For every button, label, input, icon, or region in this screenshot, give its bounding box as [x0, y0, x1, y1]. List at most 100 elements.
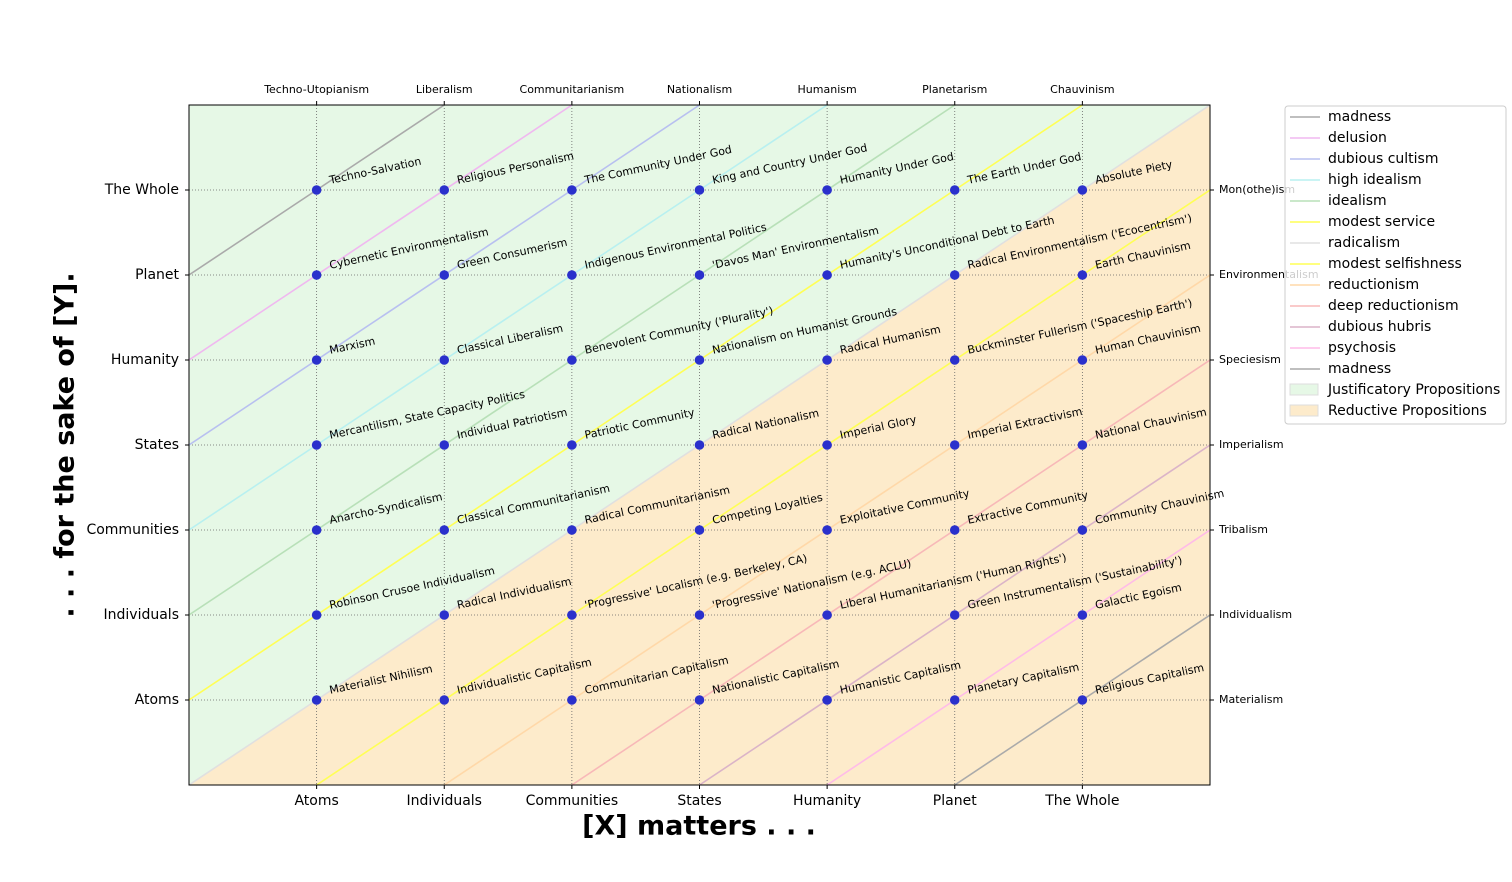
x-tick-label: Humanity: [793, 793, 861, 809]
legend-label: madness: [1328, 361, 1391, 377]
point: [949, 355, 960, 365]
point: [311, 610, 322, 620]
x-tick-label: Planet: [933, 793, 977, 809]
x-tick-label: Atoms: [294, 793, 338, 809]
point: [949, 185, 960, 195]
y-tick-label: Atoms: [135, 692, 179, 708]
point: [949, 440, 960, 450]
point: [311, 695, 322, 705]
point: [1077, 185, 1088, 195]
legend-label: radicalism: [1328, 235, 1400, 251]
legend-label: reductionism: [1328, 277, 1419, 293]
point: [694, 270, 705, 280]
point: [1077, 610, 1088, 620]
point: [949, 270, 960, 280]
legend-label: deep reductionism: [1328, 298, 1459, 314]
right-tick-label: Tribalism: [1218, 523, 1268, 536]
point: [439, 525, 450, 535]
legend-label: Justificatory Propositions: [1327, 382, 1500, 398]
ticks: Atoms Individuals Communities States Humanit…: [86, 83, 1318, 809]
top-tick-label: Nationalism: [667, 83, 732, 96]
top-tick-label: Humanism: [798, 83, 857, 96]
point: [822, 525, 832, 535]
point: [439, 440, 450, 450]
x-tick-label: Communities: [526, 793, 619, 809]
legend-frame: [1284, 105, 1507, 425]
point: [822, 270, 832, 280]
point: [311, 270, 322, 280]
point: [1077, 695, 1088, 705]
line: [316, 189, 1210, 785]
point: [694, 610, 705, 620]
legend-label: dubious cultism: [1328, 151, 1439, 167]
right-tick-label: Speciesism: [1219, 353, 1281, 366]
top-tick-label: Planetarism: [922, 83, 987, 96]
legend-label: modest selfishness: [1328, 256, 1462, 272]
legend-label: modest service: [1328, 214, 1435, 230]
right-tick-label: Imperialism: [1219, 438, 1284, 451]
x-tick-label: Individuals: [407, 793, 482, 809]
y-tick-label: The Whole: [104, 182, 179, 198]
x-tick-label: States: [677, 793, 721, 809]
line: [189, 105, 573, 361]
point: [694, 440, 705, 450]
y-tick-label: Communities: [86, 522, 179, 538]
point: [567, 695, 577, 705]
legend-label: delusion: [1328, 130, 1387, 146]
point: [822, 610, 832, 620]
point: [694, 355, 705, 365]
legend-label: high idealism: [1328, 172, 1422, 188]
point: [567, 355, 577, 365]
point: [311, 440, 322, 450]
right-tick-label: Materialism: [1219, 693, 1283, 706]
right-tick-label: Mon(othe)ism: [1219, 183, 1295, 196]
top-tick-label: Communitarianism: [520, 83, 625, 96]
legend-label: Reductive Propositions: [1328, 403, 1487, 419]
top-tick-label: Chauvinism: [1050, 83, 1114, 96]
legend: madness delusion dubious cultism high ideal…: [1284, 105, 1507, 425]
legend-swatch: [1289, 404, 1319, 417]
point: [949, 525, 960, 535]
point: [439, 270, 450, 280]
point: [439, 185, 450, 195]
point: [822, 185, 832, 195]
point: [822, 695, 832, 705]
point: [694, 185, 705, 195]
legend-label: madness: [1328, 109, 1391, 125]
legend-label: dubious hubris: [1328, 319, 1431, 335]
y-axis-title: . . . for the sake of [Y].: [50, 272, 81, 617]
x-tick-label: The Whole: [1044, 793, 1119, 809]
point: [311, 185, 322, 195]
point: [949, 610, 960, 620]
point: [311, 525, 322, 535]
line: [189, 105, 1083, 701]
legend-label: psychosis: [1328, 340, 1396, 356]
y-tick-label: Humanity: [111, 352, 179, 368]
y-tick-label: States: [135, 437, 179, 453]
legend-label: idealism: [1328, 193, 1387, 209]
legend-swatch: [1289, 383, 1319, 396]
y-tick-label: Planet: [135, 267, 179, 283]
point: [567, 525, 577, 535]
line: [826, 529, 1210, 785]
point: [949, 695, 960, 705]
point: [1077, 355, 1088, 365]
point: [567, 610, 577, 620]
y-tick-label: Individuals: [104, 607, 179, 623]
point: [1077, 525, 1088, 535]
point: [694, 525, 705, 535]
point: [311, 355, 322, 365]
point: [567, 440, 577, 450]
point: [822, 440, 832, 450]
right-tick-label: Individualism: [1219, 608, 1292, 621]
line: [189, 105, 828, 531]
point: [567, 185, 577, 195]
line: [571, 359, 1210, 785]
point: [439, 355, 450, 365]
plot-frame: [188, 104, 1211, 786]
top-tick-label: Techno-Utopianism: [263, 83, 369, 96]
point: [567, 270, 577, 280]
x-axis-title: [X] matters . . .: [582, 811, 816, 842]
point: [694, 695, 705, 705]
